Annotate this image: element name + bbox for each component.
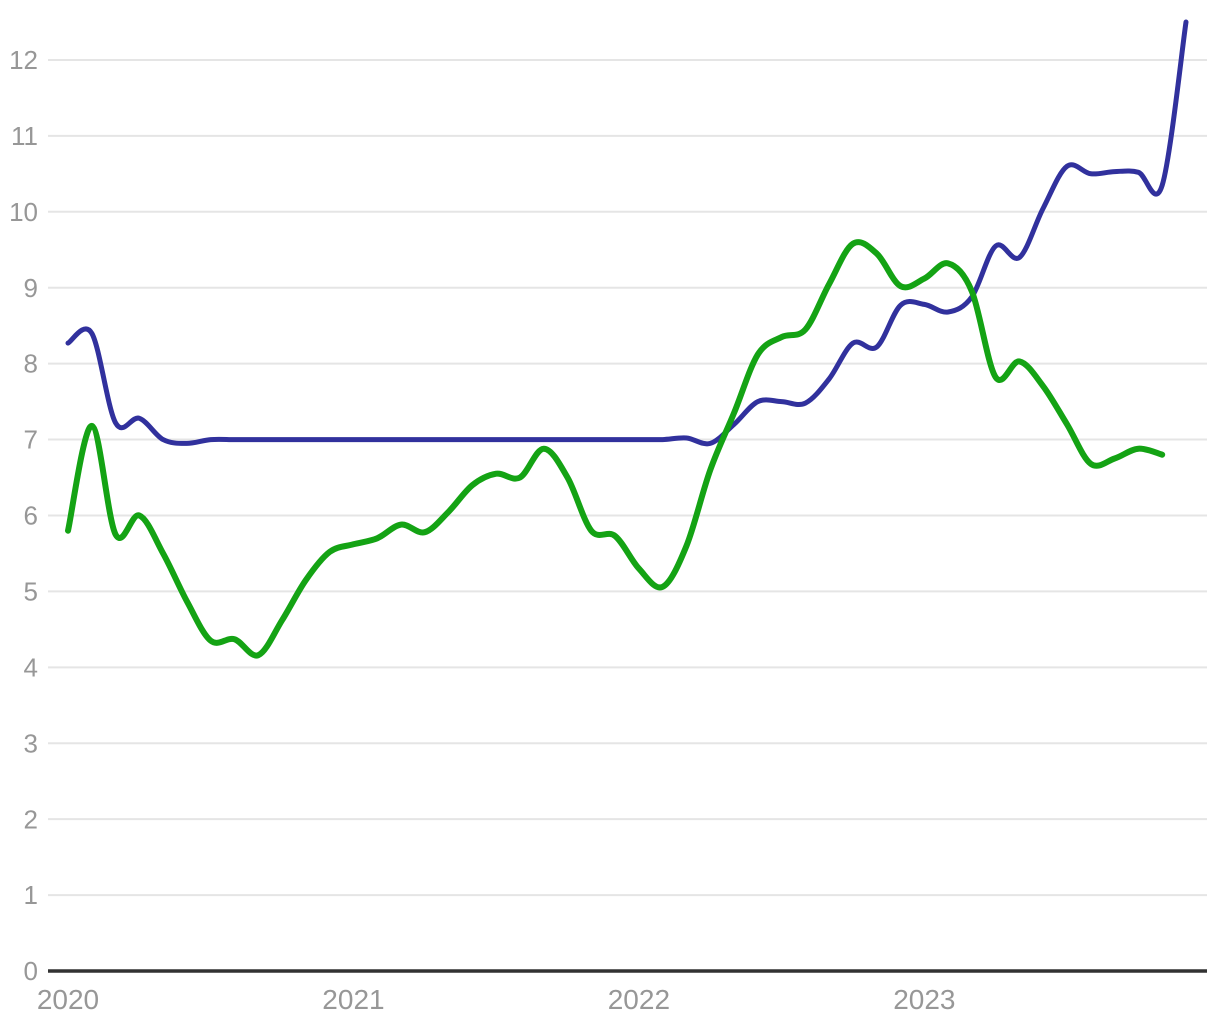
y-tick-label: 4: [24, 652, 38, 682]
y-tick-label: 7: [24, 425, 38, 455]
blue-series-line: [65, 19, 1189, 447]
y-tick-label: 0: [24, 956, 38, 986]
y-tick-label: 3: [24, 728, 38, 758]
x-tick-label: 2023: [893, 984, 955, 1015]
y-tick-label: 9: [24, 273, 38, 303]
y-tick-label: 12: [9, 45, 38, 75]
y-tick-label: 6: [24, 501, 38, 531]
x-tick-label: 2021: [322, 984, 384, 1015]
green-series-line: [65, 239, 1166, 659]
y-tick-label: 5: [24, 577, 38, 607]
x-tick-label: 2022: [608, 984, 670, 1015]
y-tick-label: 10: [9, 197, 38, 227]
x-tick-label: 2020: [37, 984, 99, 1015]
x-axis-labels: 2020 2021 2022 2023: [37, 984, 956, 1015]
gridlines: [48, 58, 1207, 973]
y-tick-label: 11: [11, 121, 38, 151]
y-tick-label: 8: [24, 349, 38, 379]
y-tick-label: 1: [24, 880, 38, 910]
y-tick-label: 2: [24, 804, 38, 834]
